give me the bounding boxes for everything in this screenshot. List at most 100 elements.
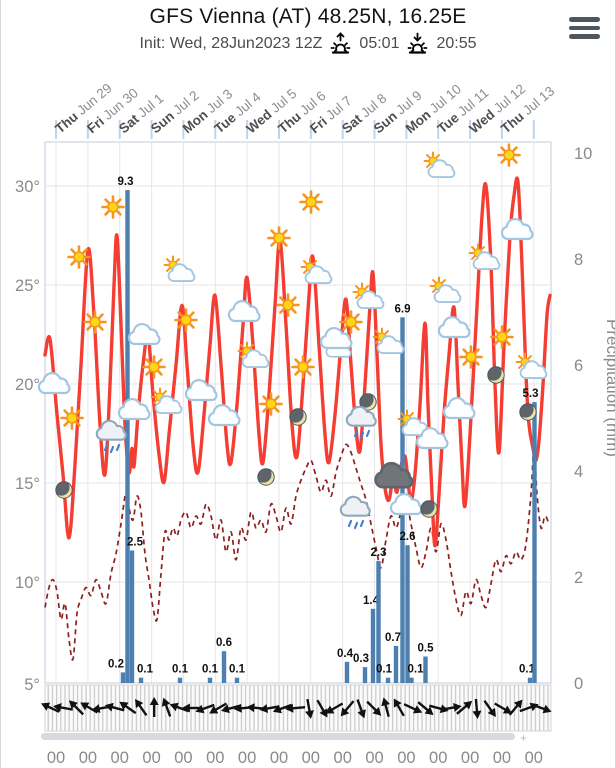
temperature-axis: 30° 25° 20° 15° 10° 5°: [15, 178, 40, 694]
precip-bar: [405, 545, 410, 683]
sun-cloud-icon: [237, 341, 270, 369]
sunrise-icon: [331, 32, 351, 54]
wind-arrow-icon: [104, 702, 125, 712]
precip-tick-label: 8: [574, 251, 583, 269]
hour-label: 00: [493, 749, 511, 767]
precip-tick-label: 6: [574, 357, 583, 375]
sun-cloud-icon: [150, 387, 183, 415]
wind-arrow-icon: [325, 702, 344, 714]
sun-cloud-icon: [300, 257, 333, 285]
hamburger-menu-button[interactable]: [569, 17, 600, 39]
precip-value-label: 5.3: [523, 388, 539, 400]
wind-arrow-icon: [483, 699, 496, 718]
wind-arrow-icon: [508, 699, 523, 716]
precip-value-label: 0.1: [408, 664, 425, 676]
time-scrollbar[interactable]: [41, 733, 515, 740]
precip-value-label: 2.3: [371, 547, 387, 559]
cloud-icon: [319, 327, 353, 350]
hamburger-bar: [569, 17, 600, 22]
moon-icon: [420, 500, 438, 518]
sun-icon: [291, 355, 315, 379]
sunset-time: 20:55: [436, 35, 477, 52]
sun-icon: [259, 392, 283, 416]
wind-arrow-icon: [366, 700, 382, 716]
precip-bar: [120, 672, 126, 683]
temp-tick-label: 10°: [15, 574, 40, 592]
precip-axis-title: Precipitation (mm): [603, 319, 616, 457]
precip-value-label: 0.1: [172, 664, 189, 676]
weather-icons: [37, 143, 548, 530]
wind-arrow-icon: [403, 703, 423, 714]
precip-bar: [344, 661, 350, 683]
precip-bar: [177, 677, 183, 683]
precip-bar: [385, 677, 391, 683]
precip-tick-label: 0: [574, 675, 583, 693]
sunrise-time: 05:01: [359, 35, 400, 52]
hour-label: 00: [111, 749, 129, 767]
precip-bar: [234, 677, 240, 683]
hour-label: 00: [365, 749, 383, 767]
sun-icon: [490, 325, 514, 349]
precip-value-label: 0.4: [337, 648, 354, 660]
sun-cloud-icon: [352, 282, 385, 310]
precipitation-axis: 10 8 6 4 2 0 Precipitation (mm): [574, 145, 616, 693]
cloud-icon: [127, 323, 161, 346]
wind-arrow-icon: [80, 702, 99, 714]
wind-arrow-icon: [209, 702, 228, 714]
precip-value-label: 0.6: [216, 637, 232, 649]
wind-arrow-icon: [494, 702, 513, 714]
sun-icon: [299, 190, 323, 214]
hour-label: 00: [270, 749, 288, 767]
precip-bar: [129, 550, 135, 683]
wind-arrow-icon: [53, 703, 73, 712]
wind-arrow-icon: [316, 699, 328, 718]
precip-bar: [409, 677, 414, 683]
sun-icon: [276, 293, 300, 317]
rain-cloud-icon: [95, 419, 127, 454]
sun-cloud-icon: [515, 352, 548, 380]
sun-icon: [267, 226, 291, 250]
precip-value-label: 9.3: [118, 176, 134, 188]
precip-value-label: 1.4: [363, 595, 380, 607]
wind-arrow-icon: [381, 697, 390, 718]
wind-arrow-icon: [305, 698, 314, 719]
sun-icon: [60, 406, 84, 430]
cloud-icon: [184, 379, 218, 402]
hour-label: 00: [174, 749, 192, 767]
sun-cloud-icon: [468, 243, 501, 271]
hour-label: 00: [238, 749, 256, 767]
precip-bar: [125, 190, 130, 683]
dark-cloud-icon: [374, 461, 414, 489]
precip-tick-label: 2: [574, 569, 583, 587]
precip-value-label: 0.5: [418, 643, 435, 655]
chart-header: GFS Vienna (AT) 48.25N, 16.25E Init: Wed…: [1, 0, 615, 56]
precip-value-label: 0.7: [385, 632, 401, 644]
precip-value-label: 0.1: [229, 664, 246, 676]
page-title: GFS Vienna (AT) 48.25N, 16.25E: [149, 5, 467, 28]
wind-arrow-icon: [149, 697, 159, 717]
precip-value-label: 0.3: [353, 653, 369, 665]
init-label: Init: Wed, 28Jun2023 12Z: [139, 35, 323, 52]
precip-value-label: 6.9: [395, 303, 411, 315]
scrollbar-plus: +: [520, 731, 527, 745]
precip-bar: [376, 561, 381, 683]
temp-tick-label: 5°: [24, 676, 40, 694]
sun-icon: [174, 308, 198, 332]
moon-icon: [289, 408, 307, 426]
precip-bar: [207, 677, 213, 683]
precip-value-label: 0.1: [519, 664, 536, 676]
hamburger-bar: [569, 25, 600, 30]
rain-cloud-icon: [339, 495, 371, 530]
sunset-icon: [408, 32, 428, 54]
wind-arrow-icon: [356, 699, 366, 719]
sun-icon: [101, 195, 125, 219]
cloud-icon: [442, 397, 476, 420]
wind-arrow-icon: [456, 700, 473, 715]
precip-bar: [393, 645, 399, 683]
cloud-icon: [437, 316, 471, 339]
sun-cloud-icon: [429, 276, 462, 304]
wind-arrow-icon: [69, 700, 85, 716]
